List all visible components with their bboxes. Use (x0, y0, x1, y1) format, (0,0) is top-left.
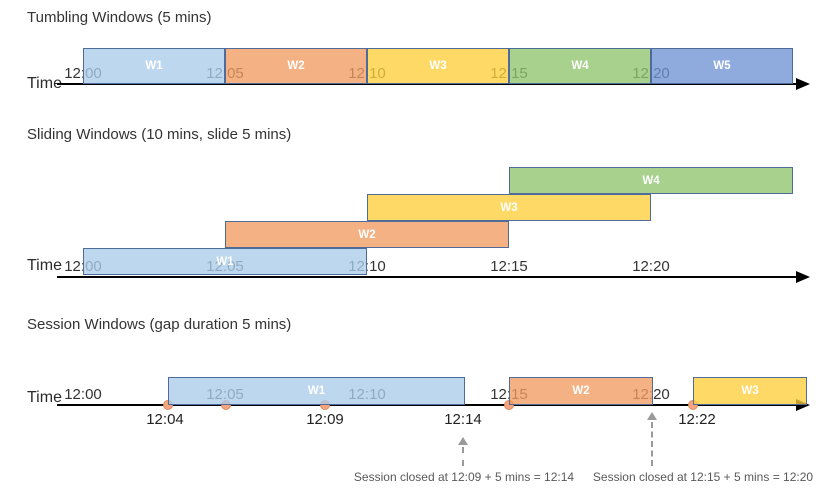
sliding-tick-1215: 12:15 (490, 258, 528, 275)
session-section-title: Session Windows (gap duration 5 mins) (27, 316, 292, 333)
session-close-annotation-1: Session closed at 12:09 + 5 mins = 12:14 (353, 470, 575, 484)
session-tick-1200: 12:00 (64, 386, 102, 403)
tumbling-section-title: Tumbling Windows (5 mins) (27, 9, 212, 26)
event-label-1209: 12:09 (306, 411, 344, 428)
sliding-window-w2: W2 (225, 221, 509, 248)
tumbling-window-w3: W3 (367, 48, 509, 84)
session-close-annotation-2: Session closed at 12:15 + 5 mins = 12:20 (592, 470, 814, 484)
event-label-1214: 12:14 (444, 411, 482, 428)
session-window-w2: W2 (509, 377, 653, 405)
session-time-axis-label: Time (27, 389, 62, 406)
sliding-window-w1: W1 (83, 248, 367, 275)
sliding-tick-1220: 12:20 (632, 258, 670, 275)
tumbling-window-w4: W4 (509, 48, 651, 84)
event-label-1222: 12:22 (678, 411, 716, 428)
tumbling-time-axis-label: Time (27, 75, 62, 92)
sliding-section-title: Sliding Windows (10 mins, slide 5 mins) (27, 126, 292, 143)
tumbling-timeline (57, 83, 798, 85)
tumbling-timeline-arrowhead-icon (796, 78, 810, 90)
sliding-window-w4: W4 (509, 167, 793, 194)
session-close-up-arrow-stem (462, 447, 464, 466)
sliding-timeline-arrowhead-icon (796, 271, 810, 283)
tumbling-window-w5: W5 (651, 48, 793, 84)
session-window-w3: W3 (693, 377, 807, 405)
sliding-window-w3: W3 (367, 194, 651, 221)
session-close-up-arrow-icon (458, 437, 468, 445)
session-timeline (57, 404, 798, 406)
event-label-1204: 12:04 (146, 411, 184, 428)
tumbling-window-w1: W1 (83, 48, 225, 84)
sliding-time-axis-label: Time (27, 257, 62, 274)
sliding-timeline (57, 276, 798, 278)
tumbling-window-w2: W2 (225, 48, 367, 84)
session-close-up-arrow-stem (651, 422, 653, 466)
session-close-up-arrow-icon (647, 412, 657, 420)
session-window-w1: W1 (168, 377, 465, 405)
